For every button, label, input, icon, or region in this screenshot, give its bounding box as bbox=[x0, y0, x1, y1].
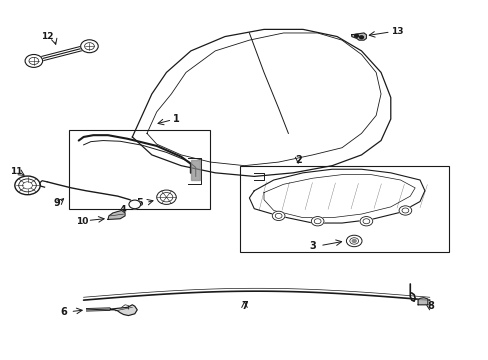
Text: 7: 7 bbox=[241, 301, 247, 311]
Circle shape bbox=[157, 190, 176, 204]
Circle shape bbox=[346, 235, 361, 247]
Text: 8: 8 bbox=[427, 301, 433, 311]
Text: 2: 2 bbox=[294, 155, 301, 165]
Polygon shape bbox=[108, 211, 125, 220]
Text: 10: 10 bbox=[76, 217, 88, 226]
Text: 9: 9 bbox=[53, 198, 60, 208]
Circle shape bbox=[311, 217, 324, 226]
Polygon shape bbox=[110, 305, 137, 316]
Bar bbox=[239, 166, 448, 252]
Circle shape bbox=[81, 40, 98, 53]
Text: 11: 11 bbox=[10, 167, 22, 176]
Polygon shape bbox=[351, 33, 366, 40]
Circle shape bbox=[129, 200, 141, 209]
Text: 13: 13 bbox=[390, 27, 403, 36]
Circle shape bbox=[272, 211, 285, 221]
Circle shape bbox=[354, 35, 358, 37]
Circle shape bbox=[398, 206, 411, 215]
Text: 3: 3 bbox=[309, 241, 316, 251]
Circle shape bbox=[351, 239, 355, 242]
Text: 4: 4 bbox=[119, 206, 126, 216]
Text: 12: 12 bbox=[41, 32, 53, 41]
Circle shape bbox=[15, 176, 40, 195]
Text: 5: 5 bbox=[136, 198, 143, 208]
Bar bbox=[69, 130, 210, 209]
Circle shape bbox=[25, 54, 42, 67]
Polygon shape bbox=[190, 160, 199, 180]
Text: 6: 6 bbox=[61, 307, 67, 317]
Polygon shape bbox=[417, 298, 427, 305]
Circle shape bbox=[359, 36, 363, 39]
Circle shape bbox=[359, 217, 372, 226]
Text: 1: 1 bbox=[172, 114, 179, 124]
